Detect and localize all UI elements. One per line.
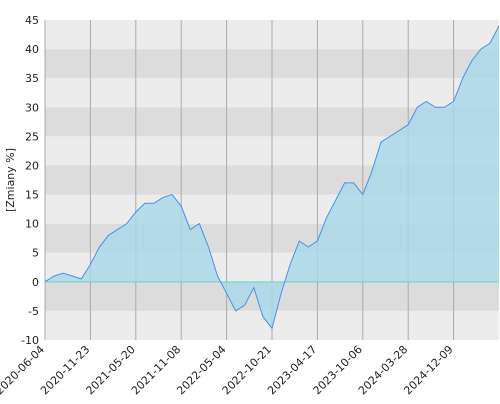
y-tick-label: 40 (25, 43, 39, 56)
y-tick-label: -10 (21, 334, 39, 347)
y-tick-label: 0 (32, 276, 39, 289)
line (44, 25, 500, 330)
y-tick-label: 35 (25, 72, 39, 85)
y-tick-label: 15 (25, 189, 39, 202)
area (45, 25, 499, 329)
x-tick-label: 2024-12-09 (401, 343, 455, 397)
y-tick-label: 10 (25, 218, 39, 231)
y-tick-label: 30 (25, 101, 39, 114)
y-tick-label: 5 (32, 247, 39, 260)
y-tick-label: -5 (28, 305, 39, 318)
y-tick-label: 25 (25, 130, 39, 143)
y-tick-label: 45 (25, 14, 39, 27)
y-axis-label: [Zmiany %] (4, 148, 17, 212)
y-tick-label: 20 (25, 159, 39, 172)
